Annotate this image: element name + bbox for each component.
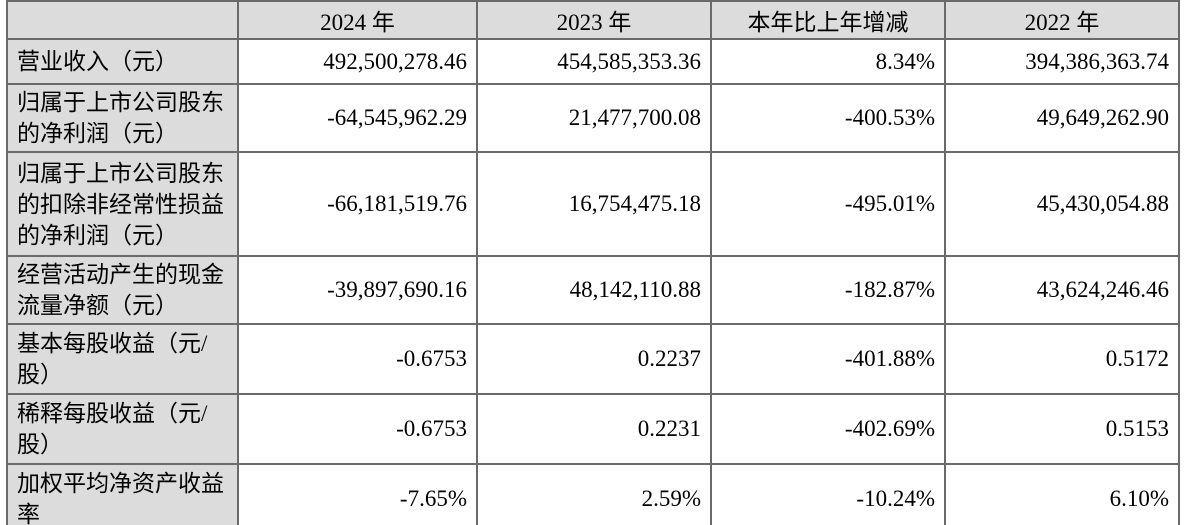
- value-2024: -0.6753: [237, 323, 478, 395]
- value-change: -401.88%: [710, 323, 946, 395]
- financial-summary-table: 2024 年 2023 年 本年比上年增减 2022 年 营业收入（元） 492…: [6, 0, 1180, 525]
- value-change: -10.24%: [710, 463, 946, 525]
- value-2022: 6.10%: [944, 463, 1180, 525]
- value-change: -182.87%: [710, 255, 946, 325]
- value-2024: -66,181,519.76: [237, 151, 478, 257]
- metric-label: 归属于上市公司股东 的扣除非经常性损益 的净利润（元）: [6, 151, 239, 257]
- table-row-operating-revenue: 营业收入（元） 492,500,278.46 454,585,353.36 8.…: [6, 38, 1180, 85]
- value-2023: 0.2231: [476, 393, 712, 465]
- value-2022: 0.5153: [944, 393, 1180, 465]
- value-2023: 2.59%: [476, 463, 712, 525]
- value-2024: -0.6753: [237, 393, 478, 465]
- value-change: 8.34%: [710, 38, 946, 85]
- value-2024: 492,500,278.46: [237, 38, 478, 85]
- value-2024: -39,897,690.16: [237, 255, 478, 325]
- header-year-2024: 2024 年: [237, 0, 478, 40]
- table-row-weighted-avg-roe: 加权平均净资产收益 率 -7.65% 2.59% -10.24% 6.10%: [6, 463, 1180, 525]
- header-yoy-change: 本年比上年增减: [710, 0, 946, 40]
- header-metric-blank: [6, 0, 239, 40]
- value-2024: -7.65%: [237, 463, 478, 525]
- header-row: 2024 年 2023 年 本年比上年增减 2022 年: [6, 0, 1180, 40]
- value-change: -495.01%: [710, 151, 946, 257]
- table-row-net-profit: 归属于上市公司股东 的净利润（元） -64,545,962.29 21,477,…: [6, 83, 1180, 153]
- metric-label: 基本每股收益（元/ 股）: [6, 323, 239, 395]
- value-change: -400.53%: [710, 83, 946, 153]
- value-2022: 45,430,054.88: [944, 151, 1180, 257]
- value-2022: 49,649,262.90: [944, 83, 1180, 153]
- table-row-basic-eps: 基本每股收益（元/ 股） -0.6753 0.2237 -401.88% 0.5…: [6, 323, 1180, 395]
- value-2023: 16,754,475.18: [476, 151, 712, 257]
- table-row-net-profit-excl-nonrecurring: 归属于上市公司股东 的扣除非经常性损益 的净利润（元） -66,181,519.…: [6, 151, 1180, 257]
- table-row-operating-cash-flow: 经营活动产生的现金 流量净额（元） -39,897,690.16 48,142,…: [6, 255, 1180, 325]
- metric-label: 营业收入（元）: [6, 38, 239, 85]
- table-row-diluted-eps: 稀释每股收益（元/ 股） -0.6753 0.2231 -402.69% 0.5…: [6, 393, 1180, 465]
- value-change: -402.69%: [710, 393, 946, 465]
- value-2023: 0.2237: [476, 323, 712, 395]
- header-year-2023: 2023 年: [476, 0, 712, 40]
- metric-label: 归属于上市公司股东 的净利润（元）: [6, 83, 239, 153]
- value-2022: 0.5172: [944, 323, 1180, 395]
- value-2023: 48,142,110.88: [476, 255, 712, 325]
- value-2023: 454,585,353.36: [476, 38, 712, 85]
- value-2024: -64,545,962.29: [237, 83, 478, 153]
- metric-label: 经营活动产生的现金 流量净额（元）: [6, 255, 239, 325]
- header-year-2022: 2022 年: [944, 0, 1180, 40]
- metric-label: 加权平均净资产收益 率: [6, 463, 239, 525]
- value-2023: 21,477,700.08: [476, 83, 712, 153]
- metric-label: 稀释每股收益（元/ 股）: [6, 393, 239, 465]
- value-2022: 43,624,246.46: [944, 255, 1180, 325]
- value-2022: 394,386,363.74: [944, 38, 1180, 85]
